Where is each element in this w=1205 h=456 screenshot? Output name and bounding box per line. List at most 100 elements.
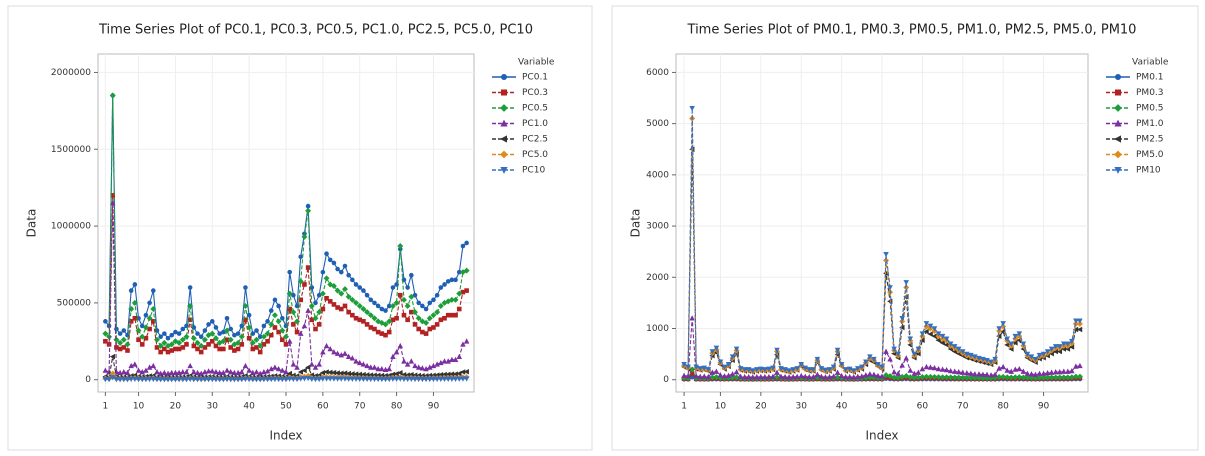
data-point — [774, 347, 780, 353]
data-point — [198, 349, 204, 355]
data-point — [1004, 374, 1011, 381]
data-point — [1040, 374, 1047, 381]
data-point — [227, 336, 234, 343]
data-point — [169, 348, 175, 353]
data-point — [212, 335, 219, 342]
data-point — [117, 339, 124, 346]
data-point — [209, 330, 216, 337]
data-point — [187, 302, 194, 309]
data-point — [409, 309, 414, 315]
data-point — [1024, 351, 1031, 358]
data-point — [899, 315, 905, 322]
data-point — [305, 207, 312, 214]
data-point — [183, 377, 190, 383]
data-point — [951, 348, 958, 355]
data-point — [161, 339, 168, 346]
legend-label: PC5.0 — [522, 150, 548, 160]
data-point — [923, 321, 930, 327]
data-point — [883, 372, 890, 379]
data-point — [297, 278, 304, 285]
data-point — [456, 370, 462, 377]
data-point — [923, 373, 930, 380]
data-point — [165, 377, 171, 383]
legend-label: PM0.5 — [1136, 104, 1164, 114]
x-tick-label: 60 — [317, 402, 329, 412]
data-point — [158, 349, 163, 355]
data-point — [168, 377, 175, 383]
data-point — [434, 361, 440, 367]
data-point — [121, 369, 127, 375]
data-point — [353, 371, 359, 377]
data-point — [697, 373, 703, 379]
data-point — [859, 364, 865, 370]
data-point — [180, 345, 186, 350]
data-point — [202, 328, 208, 333]
data-point — [224, 315, 230, 321]
data-point — [371, 315, 378, 322]
data-point — [143, 312, 149, 318]
data-point — [353, 282, 359, 287]
data-point — [915, 369, 922, 375]
data-point — [430, 362, 437, 369]
data-point — [190, 335, 197, 342]
data-point — [334, 350, 341, 356]
data-point — [931, 373, 938, 380]
data-point — [383, 308, 388, 313]
data-point — [762, 373, 768, 380]
data-point — [286, 290, 293, 297]
chart-title: Time Series Plot of PC0.1, PC0.3, PC0.5,… — [98, 23, 533, 38]
data-point — [911, 374, 918, 381]
data-point — [834, 374, 841, 381]
data-point — [460, 376, 466, 382]
data-point — [242, 362, 249, 369]
data-point — [826, 373, 833, 380]
data-point — [323, 342, 330, 349]
data-point — [915, 346, 922, 352]
data-point — [441, 299, 448, 306]
data-point — [867, 354, 873, 360]
data-point — [459, 369, 466, 375]
legend-marker — [500, 167, 508, 174]
data-point — [423, 306, 429, 312]
data-point — [866, 374, 873, 381]
data-point — [434, 292, 440, 298]
data-point — [408, 293, 415, 300]
data-point — [1016, 374, 1023, 381]
data-point — [431, 325, 436, 330]
data-point — [243, 285, 248, 290]
data-point — [875, 372, 881, 379]
data-point — [754, 367, 760, 373]
data-point — [316, 376, 322, 383]
data-point — [231, 369, 238, 376]
x-tick-label: 60 — [917, 402, 929, 412]
data-point — [205, 368, 212, 374]
data-point — [1004, 342, 1010, 348]
data-point — [846, 366, 853, 372]
data-point — [960, 349, 966, 355]
data-point — [206, 342, 211, 347]
data-point — [335, 266, 340, 272]
data-point — [818, 366, 825, 372]
data-point — [165, 335, 171, 341]
x-tick-label: 70 — [354, 402, 366, 412]
data-point — [449, 312, 455, 318]
data-point — [1076, 320, 1083, 327]
data-point — [923, 363, 930, 370]
data-point — [102, 330, 109, 337]
data-point — [1008, 374, 1015, 381]
data-point — [213, 325, 219, 330]
data-point — [1004, 367, 1010, 373]
data-point — [427, 376, 433, 383]
data-point — [996, 365, 1002, 371]
data-point — [919, 331, 926, 337]
legend-label: PM10 — [1136, 166, 1161, 176]
data-point — [968, 370, 974, 376]
data-point — [271, 312, 278, 319]
data-point — [135, 376, 142, 383]
data-point — [850, 374, 857, 380]
data-point — [191, 369, 197, 375]
data-point — [345, 293, 352, 300]
data-point — [794, 373, 800, 379]
data-point — [213, 377, 219, 383]
